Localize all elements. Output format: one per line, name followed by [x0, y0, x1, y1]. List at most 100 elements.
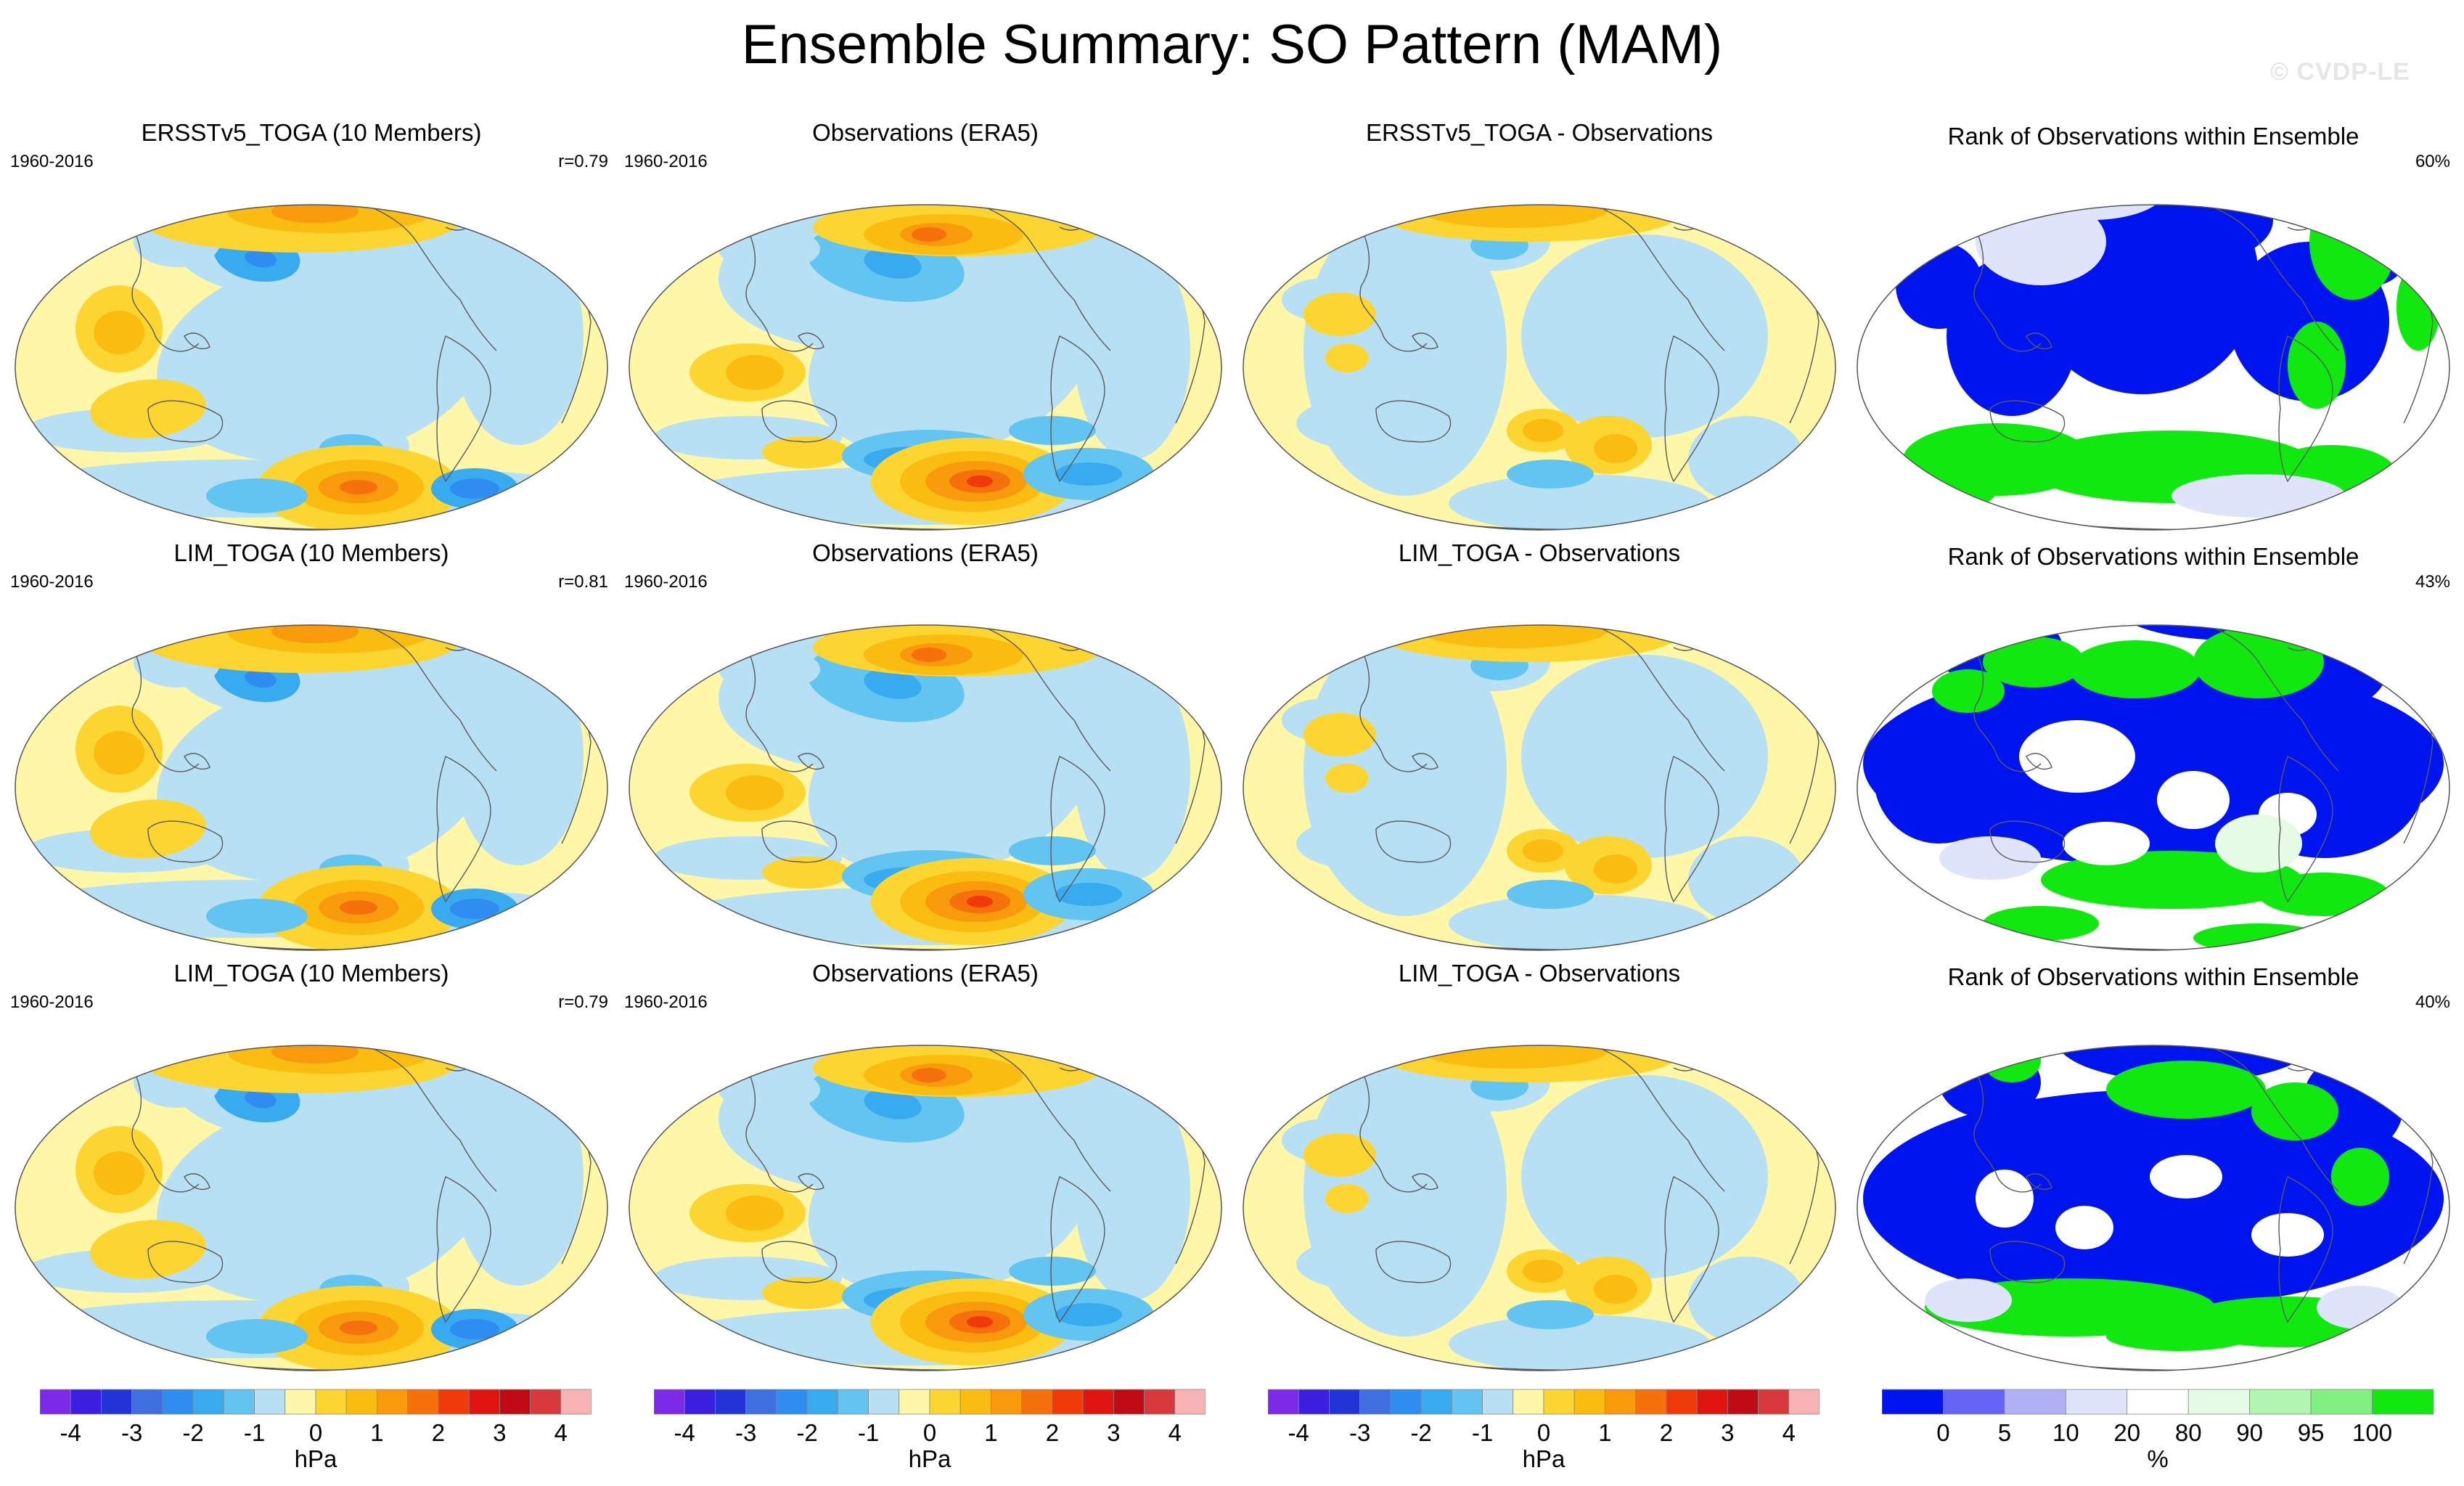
colorbar-swatch: [806, 1389, 838, 1415]
contour-region: [1325, 764, 1369, 793]
colorbar-tick-label: -4: [674, 1419, 695, 1446]
coastline: [184, 332, 210, 349]
contour-region: [1523, 1260, 1563, 1283]
colorbar-swatch: [1420, 1389, 1452, 1415]
contour-region: [1688, 1257, 1804, 1344]
colorbar-swatch: [560, 1389, 592, 1415]
globe-outline: [1243, 1045, 1836, 1371]
colorbar-tick-label: 20: [2113, 1419, 2141, 1446]
field: [15, 205, 607, 530]
contour-region: [271, 625, 359, 643]
contour-region: [762, 1277, 849, 1309]
colorbar-tick-label: -1: [1471, 1419, 1494, 1446]
colorbar-swatch: [837, 1389, 869, 1415]
rank-region: [2317, 1286, 2404, 1329]
rank-region: [2251, 1213, 2324, 1257]
colorbar-swatch: [2187, 1389, 2251, 1415]
field: [1243, 205, 1835, 530]
rank-region: [2106, 1322, 2251, 1351]
contour-region: [453, 648, 584, 865]
coastline: [2026, 332, 2052, 349]
watermark: © CVDP-LE: [2270, 58, 2410, 86]
contour-region: [1055, 462, 1122, 486]
period-label: 1960-2016: [624, 152, 708, 171]
colorbar-swatch: [1359, 1389, 1391, 1415]
colorbar-tick-label: -1: [243, 1419, 266, 1446]
rank-region: [1983, 1045, 2041, 1082]
colorbar-swatch: [1758, 1389, 1790, 1415]
contour-region: [719, 648, 820, 691]
contour-region: [1688, 836, 1804, 923]
colorbar-tick-label: 1: [370, 1419, 384, 1446]
colorbar-tick-label: 0: [308, 1419, 323, 1446]
slp-map: [15, 624, 608, 951]
contour-region: [245, 249, 277, 268]
percent-label: 40%: [2415, 992, 2450, 1012]
contour-region: [450, 899, 499, 919]
colorbar-tick-label: -2: [182, 1419, 204, 1446]
colorbar-tick-label: 3: [1721, 1419, 1735, 1446]
rank-region: [2208, 1119, 2426, 1278]
coastline: [436, 1176, 491, 1323]
coastline: [147, 400, 224, 443]
coastline: [1375, 400, 1452, 443]
colorbar-swatch: [223, 1389, 255, 1415]
coastline: [798, 753, 824, 769]
contour-region: [94, 731, 144, 775]
field: [629, 205, 1221, 530]
colorbar-swatch: [2004, 1389, 2066, 1415]
contour-region: [1523, 419, 1563, 442]
panel-title: LIM_TOGA (10 Members): [173, 960, 449, 987]
colorbar-swatch: [1513, 1389, 1544, 1415]
colorbar-tick-label: 0: [922, 1419, 937, 1446]
rank-region: [2157, 771, 2230, 829]
coastline: [1375, 1241, 1452, 1283]
colorbar-swatch: [1390, 1389, 1422, 1415]
coastline: [343, 625, 497, 772]
panel-title: ERSSTv5_TOGA (10 Members): [141, 119, 482, 146]
contour-region: [271, 205, 359, 223]
coastline: [118, 1045, 200, 1193]
colorbar-tick-label: -2: [796, 1419, 818, 1446]
panel-obs-row2: Observations (ERA5) 1960-2016: [624, 539, 1227, 958]
rank-region: [2251, 1082, 2338, 1140]
coastline: [147, 1241, 224, 1283]
colorbar-swatch: [315, 1389, 347, 1415]
panel-title: Observations (ERA5): [812, 539, 1039, 566]
coastline: [2185, 1045, 2339, 1192]
colorbar-tick-label: -2: [1410, 1419, 1432, 1446]
globe-outline: [629, 624, 1222, 951]
slp-map: [1243, 624, 1836, 951]
colorbar-rank: % 0 5 10 20 80 90 95 100: [1882, 1388, 2434, 1472]
contour-region: [1420, 1045, 1608, 1069]
coastline: [147, 820, 224, 863]
contour-region: [1074, 662, 1190, 880]
rank-region: [1939, 836, 2041, 880]
coastline: [732, 1045, 814, 1193]
colorbar-swatch: [991, 1389, 1023, 1415]
contour-region: [912, 648, 946, 662]
coastline: [1989, 1241, 2066, 1283]
panel-diff-row3: LIM_TOGA - Observations: [1238, 959, 1841, 1379]
contour-region: [245, 1090, 277, 1109]
contour-region: [864, 1089, 922, 1119]
field: [15, 1045, 607, 1371]
contour-region: [1074, 1082, 1190, 1300]
percent-label: 60%: [2415, 152, 2450, 171]
contour-region: [762, 436, 849, 468]
contour-region: [1521, 655, 1768, 858]
colorbar-swatch: [1329, 1389, 1361, 1415]
coastline: [184, 753, 210, 769]
colorbar-swatch: [438, 1389, 470, 1415]
coastline: [1050, 335, 1105, 483]
colorbar-tick-label: 3: [1107, 1419, 1121, 1446]
rank-region: [2019, 720, 2135, 793]
coastline: [1050, 1176, 1105, 1323]
colorbar-swatch: [899, 1389, 930, 1415]
colorbar-swatch: [1144, 1389, 1176, 1415]
colorbar-tick-label: 4: [1168, 1419, 1182, 1446]
rank-region: [1983, 637, 2084, 687]
colorbar-swatch: [2249, 1389, 2312, 1415]
field: [1857, 1045, 2449, 1371]
contour-region: [1594, 1275, 1637, 1304]
